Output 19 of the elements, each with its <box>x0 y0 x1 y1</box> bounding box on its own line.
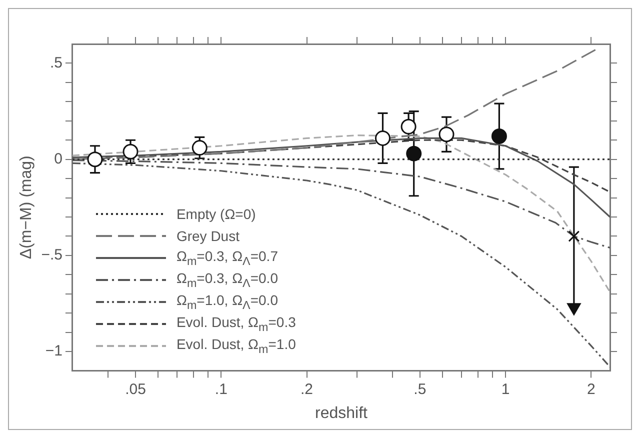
x-tick-label: .2 <box>300 380 314 398</box>
x-tick-label: 2 <box>586 380 596 398</box>
legend-label: Ω$_{m}$=0.3, Ω$_{Λ}$=0.0 <box>176 270 278 290</box>
x-tick-label: .5 <box>414 380 426 398</box>
legend-label: Evol. Dust, Ω$_{m}$=0.3 <box>176 314 296 334</box>
y-tick-label: .5 <box>50 54 62 72</box>
legend-label: Grey Dust <box>176 228 240 244</box>
legend-label: Ω$_{m}$=1.0, Ω$_{Λ}$=0.0 <box>176 292 278 312</box>
y-tick-label: 0 <box>54 150 62 168</box>
legend-label: Evol. Dust, Ω$_{m}$=1.0 <box>176 336 296 356</box>
y-tick-label: −1 <box>45 342 62 360</box>
legend-label: Empty (Ω=0) <box>176 206 256 222</box>
y-tick-label: −.5 <box>41 246 62 264</box>
x-tick-label: .05 <box>125 380 146 398</box>
x-tick-label: 1 <box>501 380 510 398</box>
x-axis-title: redshift <box>315 404 368 422</box>
legend-label: Ω$_{m}$=0.3, Ω$_{Λ}$=0.7 <box>176 248 278 268</box>
x-tick-label: .1 <box>214 380 228 398</box>
y-axis-title: Δ(m−M) (mag) <box>18 156 36 260</box>
